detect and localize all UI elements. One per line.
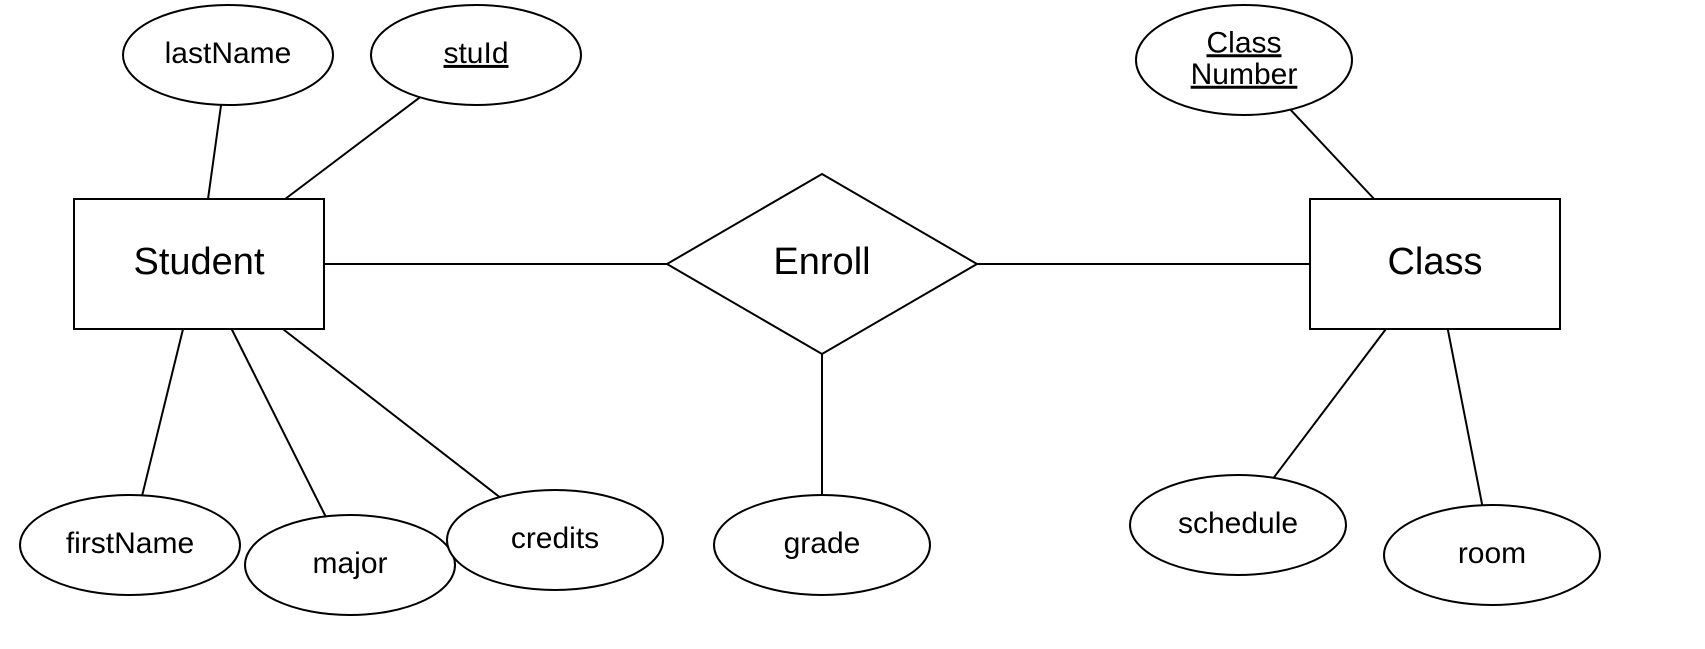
attribute-credits: credits <box>447 490 663 590</box>
edge-class-classNumber <box>1290 110 1374 199</box>
edge-student-credits <box>283 329 500 497</box>
entity-class-label: Class <box>1387 241 1482 283</box>
edge-student-firstName <box>142 329 183 495</box>
relationship-enroll: Enroll <box>667 174 977 354</box>
attribute-firstName: firstName <box>20 495 240 595</box>
attribute-room-label: room <box>1458 537 1526 570</box>
entity-student-label: Student <box>134 241 265 283</box>
attribute-firstName-label: firstName <box>66 527 194 560</box>
attribute-classNumber-label: ClassNumber <box>1191 26 1298 91</box>
relationship-enroll-label: Enroll <box>773 241 870 283</box>
edge-student-stuId <box>285 97 420 199</box>
attribute-lastName-label: lastName <box>165 37 292 70</box>
edge-class-room <box>1448 329 1483 505</box>
attribute-major-label: major <box>312 547 387 580</box>
attribute-grade: grade <box>714 495 930 595</box>
attribute-schedule: schedule <box>1130 475 1346 575</box>
er-diagram: Student Class Enroll lastName stuId firstName… <box>0 0 1705 649</box>
attribute-stuId-label: stuId <box>443 37 508 70</box>
attribute-major: major <box>245 515 455 615</box>
attribute-room: room <box>1384 505 1600 605</box>
attribute-schedule-label: schedule <box>1178 507 1298 540</box>
entity-student: Student <box>74 199 324 329</box>
edge-student-major <box>232 329 326 516</box>
attribute-grade-label: grade <box>784 527 861 560</box>
attribute-lastName: lastName <box>123 5 333 105</box>
edge-class-schedule <box>1274 329 1386 478</box>
entity-class: Class <box>1310 199 1560 329</box>
attribute-classNumber: ClassNumber <box>1136 5 1352 115</box>
edge-student-lastName <box>208 105 221 199</box>
attribute-stuId: stuId <box>371 5 581 105</box>
attribute-credits-label: credits <box>511 522 599 555</box>
